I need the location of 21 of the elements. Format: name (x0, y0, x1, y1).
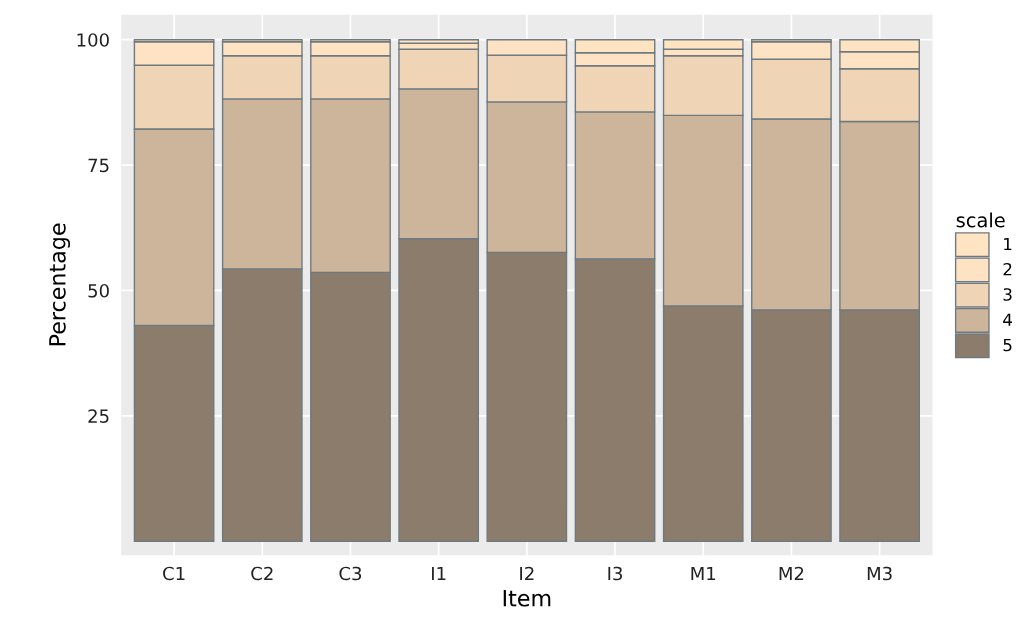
y-tick-label: 50 (88, 283, 109, 298)
y-axis-title: Percentage (49, 223, 71, 346)
y-tick-label: 75 (88, 158, 109, 173)
legend-title: scale (956, 212, 1005, 228)
x-tick-label: C2 (251, 566, 273, 581)
x-axis-title: Item (503, 590, 551, 607)
legend-label: 3 (1003, 288, 1012, 301)
x-tick-label: I2 (520, 566, 534, 581)
x-tick-label: M2 (779, 566, 804, 581)
x-tick-label: I3 (608, 566, 622, 581)
legend-label: 2 (1003, 262, 1012, 276)
x-tick-label: C3 (339, 566, 362, 581)
x-tick-label: M1 (691, 566, 716, 581)
y-tick-label: 25 (88, 409, 109, 423)
legend-label: 1 (1004, 237, 1012, 251)
x-tick-label: C1 (163, 566, 185, 581)
legend-label: 5 (1003, 338, 1012, 352)
y-tick-label: 100 (77, 33, 109, 47)
x-tick-label: I1 (432, 566, 446, 581)
x-tick-label: M3 (867, 566, 892, 581)
legend-label: 4 (1003, 313, 1012, 326)
